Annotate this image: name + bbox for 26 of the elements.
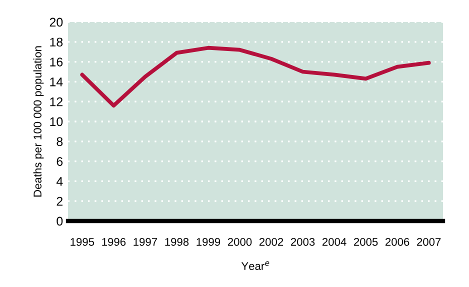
y-tick-label: 6 [56,157,63,166]
x-tick-label: 2003 [290,238,315,246]
y-tick-label: 4 [56,177,63,186]
y-tick-label: 14 [50,78,63,86]
x-tick-label: 1998 [165,238,189,246]
y-tick-label: 8 [56,137,63,146]
x-tick-label: 2007 [417,238,441,246]
y-tick-label: 16 [50,58,63,66]
x-tick-label: 1996 [102,238,126,246]
line-series [80,46,431,108]
x-tick-label: 1997 [134,238,158,246]
y-tick-label: 12 [50,97,63,106]
y-tick-label: 10 [50,117,63,126]
x-tick-label: 2000 [228,238,252,246]
y-axis-title: Deaths per 100 000 population [33,46,44,197]
y-tick-label: 20 [50,18,63,27]
x-tick-label: 1995 [70,238,94,246]
x-axis-title: Year$^{e}$ [241,261,270,270]
y-tick-label: 18 [50,38,63,47]
x-tick-label: 2004 [322,238,346,246]
x-tick-label: 2005 [354,238,378,246]
y-tick-label: 0 [56,216,63,226]
x-tick-label: 2002 [259,238,284,246]
x-tick-label: 1999 [196,238,220,246]
x-tick-label: 2006 [386,238,410,246]
y-tick-label: 2 [56,196,63,206]
